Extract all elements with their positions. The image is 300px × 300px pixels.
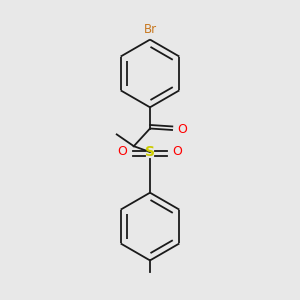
Text: Br: Br xyxy=(143,23,157,36)
Text: O: O xyxy=(172,145,182,158)
Text: O: O xyxy=(118,145,128,158)
Text: S: S xyxy=(145,145,155,159)
Text: O: O xyxy=(177,123,187,136)
